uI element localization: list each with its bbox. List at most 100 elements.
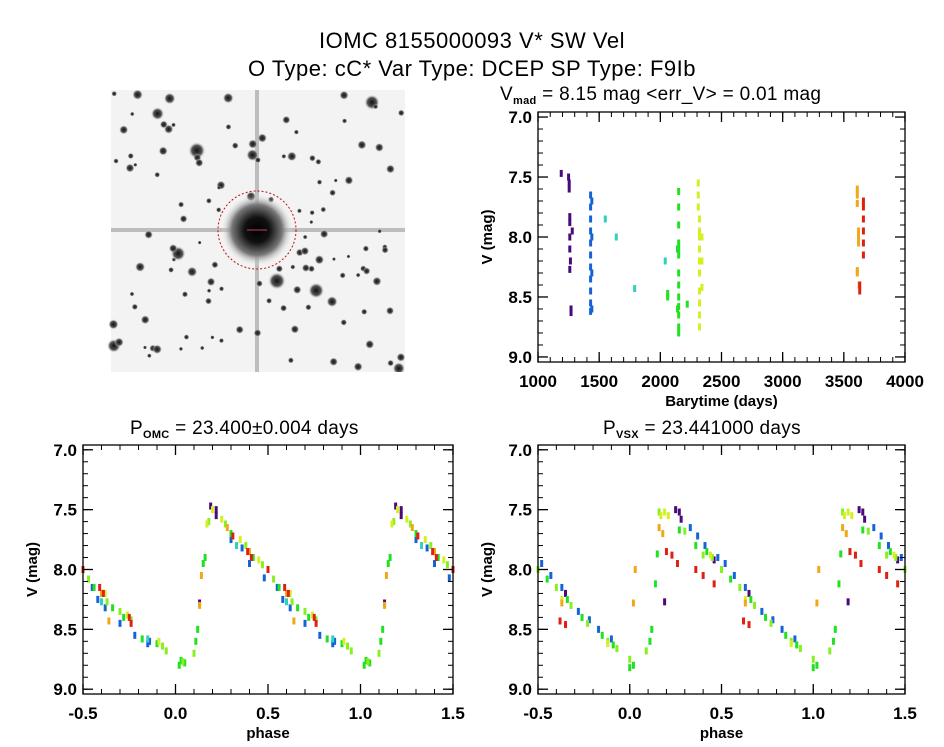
data-point-purple [846, 598, 850, 606]
data-point-green [414, 530, 418, 538]
phase-omc-title: POMC = 23.400±0.004 days [130, 418, 359, 441]
data-point-red [896, 580, 900, 588]
data-point-blue [879, 532, 883, 540]
x-tick-label: -0.5 [523, 704, 552, 723]
x-tick-label: 0.0 [164, 704, 188, 723]
title-subscript: VSX [615, 429, 639, 441]
data-point-green [811, 664, 815, 672]
data-point-purple [679, 515, 683, 523]
data-point-yellowgreen [442, 556, 446, 564]
data-point-yellowgreen [697, 269, 701, 277]
data-point-yellowgreen [700, 257, 704, 265]
data-point-purple [896, 556, 900, 564]
data-point-orange [433, 548, 436, 556]
data-point-red [861, 197, 865, 205]
data-point-yellowgreen [659, 512, 663, 520]
data-point-orange [855, 269, 859, 277]
title-value: = 23.441000 days [638, 418, 801, 439]
star [129, 111, 135, 117]
x-axis-label: phase [700, 725, 743, 742]
data-point-yellowgreen [342, 637, 346, 645]
data-point-purple [677, 508, 681, 516]
data-point-green [155, 640, 159, 648]
data-point-blue [318, 631, 322, 639]
x-tick-label: 1.5 [893, 704, 917, 723]
data-point-lightgreen [445, 561, 449, 569]
data-point-green [631, 661, 635, 669]
data-point-blue [133, 631, 137, 639]
data-point-purple [747, 589, 751, 597]
data-point-lightgreen [290, 598, 294, 606]
data-point-orange [633, 566, 637, 573]
data-point-yellowgreen [697, 323, 701, 331]
data-point-green [795, 641, 799, 649]
star [133, 162, 138, 167]
data-point-green [764, 613, 768, 621]
data-point-red [286, 589, 290, 597]
data-point-lightgreen [366, 658, 370, 666]
data-point-red [701, 571, 705, 579]
data-point-yellowgreen [238, 536, 242, 544]
data-point-red [283, 583, 287, 591]
data-point-orange [857, 227, 861, 235]
x-tick-label: 0.0 [618, 704, 642, 723]
data-point-lightgreen [164, 647, 168, 655]
y-tick-label: 8.0 [53, 561, 77, 580]
data-point-lightgreen [738, 583, 742, 591]
y-tick-label: 7.0 [508, 108, 532, 127]
data-point-green [203, 554, 207, 562]
star [152, 344, 163, 355]
y-axis-label: V (mag) [479, 209, 496, 264]
data-point-blue [589, 239, 593, 247]
data-point-blue [229, 536, 233, 544]
data-point-green [648, 637, 652, 645]
data-point-yellowgreen [560, 595, 564, 603]
star [171, 122, 177, 128]
data-point-blue [590, 233, 594, 241]
data-point-green [833, 625, 837, 633]
data-point-red [861, 203, 865, 211]
data-point-purple [568, 233, 572, 241]
data-point-green [325, 635, 329, 643]
star [331, 257, 337, 262]
data-point-green [685, 300, 689, 308]
data-point-red [434, 554, 438, 562]
x-tick-label: 1.0 [801, 704, 825, 723]
data-point-purple [674, 506, 678, 514]
data-point-yellowgreen [708, 551, 712, 559]
star [218, 286, 225, 292]
data-point-orange [815, 599, 819, 607]
data-point-red [675, 560, 679, 568]
data-point-lightgreen [118, 607, 122, 615]
star [290, 324, 300, 334]
star [315, 158, 322, 166]
star [204, 297, 213, 305]
data-point-lightgreen [841, 508, 845, 516]
data-point-green [368, 659, 372, 667]
data-point-blue [703, 542, 707, 550]
star [222, 92, 234, 104]
x-tick-label: 1500 [580, 372, 618, 391]
data-point-lightgreen [554, 583, 558, 591]
data-point-green [307, 613, 311, 621]
star [134, 261, 146, 273]
data-point-yellowgreen [842, 512, 846, 520]
data-point-orange [199, 571, 203, 579]
data-point-green [675, 305, 679, 313]
star [146, 353, 152, 359]
data-point-green [677, 221, 681, 229]
data-point-blue [872, 524, 876, 532]
star [279, 304, 288, 312]
star [355, 272, 361, 278]
data-point-lightgreen [720, 566, 723, 573]
y-axis-label: V (mag) [24, 542, 41, 597]
data-point-green [600, 631, 604, 639]
data-point-orange [631, 599, 635, 607]
y-tick-label: 8.0 [508, 228, 532, 247]
data-point-orange [841, 524, 845, 532]
star [131, 303, 139, 311]
star [140, 315, 150, 325]
data-point-purple [663, 598, 667, 606]
data-point-lightgreen [710, 554, 714, 562]
data-point-cyan [420, 542, 424, 550]
